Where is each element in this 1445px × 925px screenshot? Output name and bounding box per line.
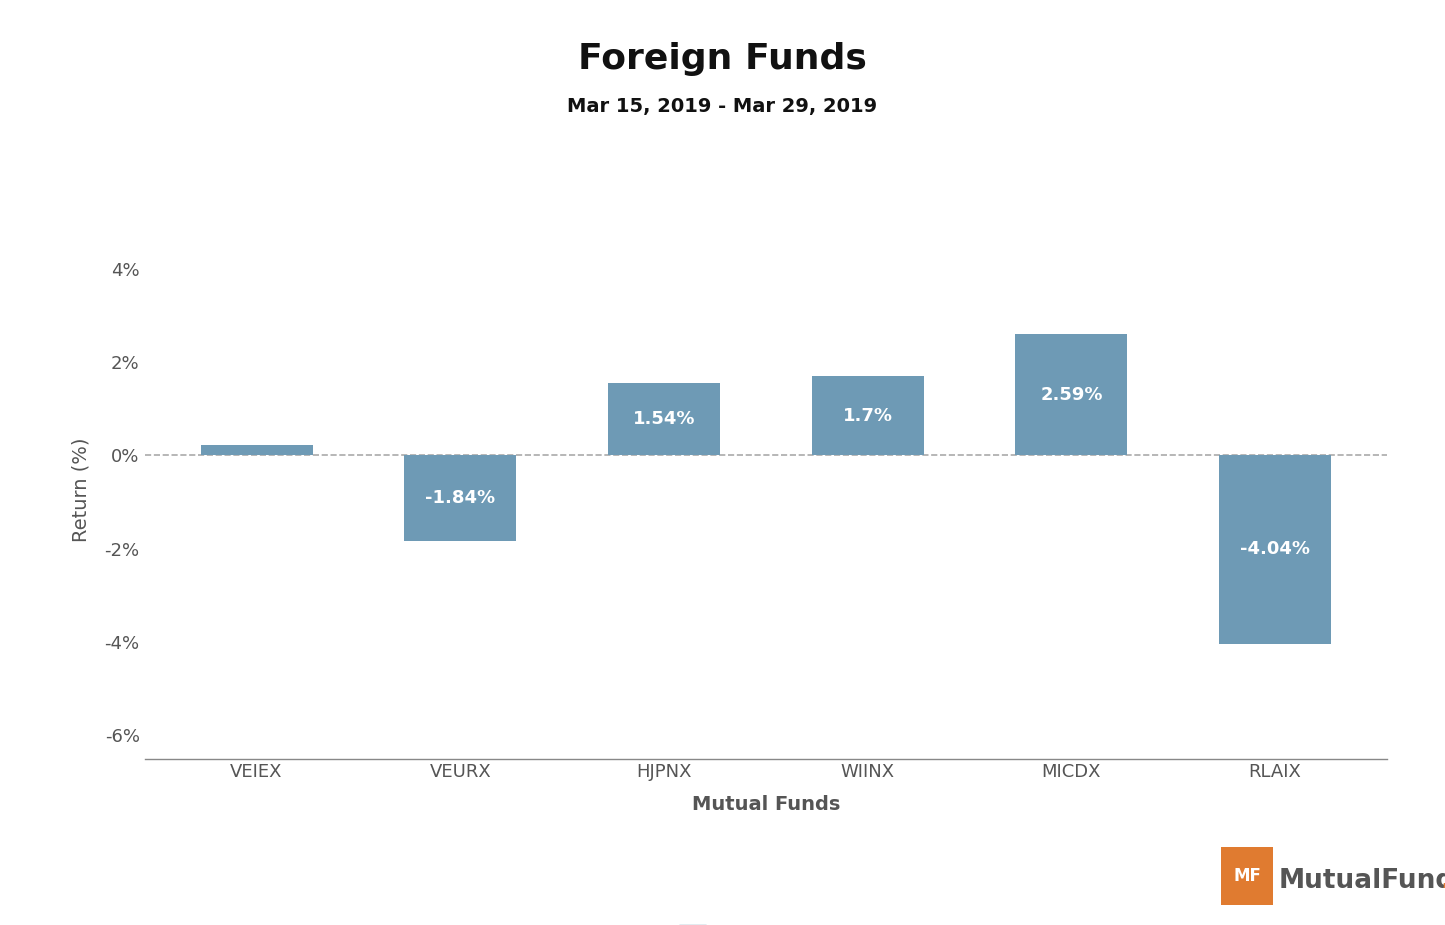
Bar [1016,335,1127,455]
Bar [812,376,923,455]
Bar [405,455,516,541]
Text: MutualFunds: MutualFunds [1279,868,1445,894]
Bar [608,384,720,455]
X-axis label: Mutual Funds: Mutual Funds [692,796,840,814]
Text: Foreign Funds: Foreign Funds [578,42,867,76]
Text: 1.7%: 1.7% [842,407,893,425]
Text: .com: .com [1441,868,1445,894]
Text: MF: MF [1233,867,1261,885]
Text: -4.04%: -4.04% [1240,540,1311,559]
Legend: 2-Week Return: 2-Week Return [672,918,860,925]
Text: -1.84%: -1.84% [425,489,496,507]
Bar [201,446,312,455]
Text: 1.54%: 1.54% [633,411,695,428]
Y-axis label: Return (%): Return (%) [72,438,91,542]
Bar [1220,455,1331,644]
Text: Mar 15, 2019 - Mar 29, 2019: Mar 15, 2019 - Mar 29, 2019 [568,97,877,117]
Text: 2.59%: 2.59% [1040,386,1103,404]
